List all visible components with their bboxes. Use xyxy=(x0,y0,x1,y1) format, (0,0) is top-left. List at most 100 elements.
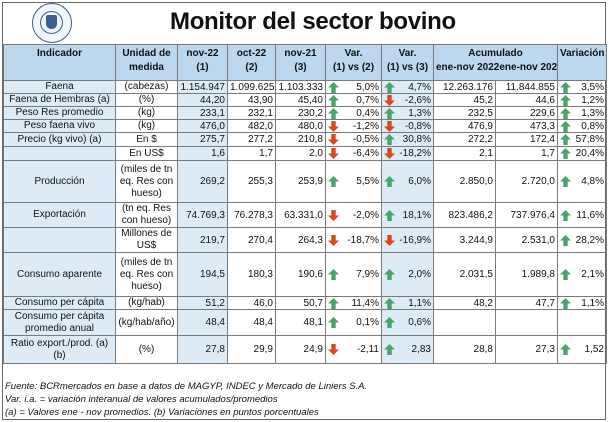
cell-oct22: 255,3 xyxy=(227,160,276,203)
cell-nov22: 74.769,3 xyxy=(177,202,228,228)
cell-variacion-ia xyxy=(557,309,607,336)
variation-value: 1,52 xyxy=(584,344,604,355)
cell-nov21: 48,1 xyxy=(275,309,326,336)
header-oct22: oct-22 (2) xyxy=(227,44,276,81)
table-row: Faena de Hembras (a) (%) 44,20 43,90 45,40 0,… xyxy=(3,93,607,107)
header-unidad: Unidad de medida xyxy=(115,44,178,81)
variation-value: 1,3% xyxy=(408,107,431,119)
variation-value: 2,83 xyxy=(411,344,431,355)
table-row: Exportación (tn eq. Res con hueso) 74.769,… xyxy=(3,202,607,228)
cell-var12: 0,1% xyxy=(325,309,382,336)
variation-value: 5,5% xyxy=(356,176,379,187)
cell-var12: 7,9% xyxy=(325,252,382,297)
variation-value: 3,5% xyxy=(581,81,604,93)
cell-nov22: 219,7 xyxy=(177,227,228,253)
cell-acum-2021: 1,7 xyxy=(495,146,558,161)
cell-var13: -18,2% xyxy=(381,146,434,161)
row-unit: (cabezas) xyxy=(115,80,178,94)
row-label: Consumo per cápita xyxy=(3,296,116,310)
variation-value: -2,0% xyxy=(352,209,379,221)
cell-nov21: 2,0 xyxy=(275,146,326,161)
cell-oct22: 277,2 xyxy=(227,132,276,147)
cell-variacion-ia: 0,8% xyxy=(557,119,607,133)
cell-var12: -2,11 xyxy=(325,335,382,364)
row-unit: (kg/hab) xyxy=(115,296,178,310)
cell-var12: 11,4% xyxy=(325,296,382,310)
table-row: Precio (kg vivo) (a) En $275,7 277,2 210,8 -… xyxy=(3,132,607,147)
cell-nov21: 1.103.333 xyxy=(275,80,326,94)
cell-var12: -2,0% xyxy=(325,202,382,228)
cell-acum-2021: 44,6 xyxy=(495,93,558,107)
table-row: Peso faena vivo (kg) 476,0 482,0 480,0 -1,2% -… xyxy=(3,119,607,133)
header-nov21: nov-21 (3) xyxy=(275,44,326,81)
cell-variacion-ia: 1,2% xyxy=(557,93,607,107)
cell-variacion-ia: 1,3% xyxy=(557,106,607,120)
footer-note-var: Var. i.a. = variación interanual de valo… xyxy=(5,394,278,405)
data-table: Indicador Unidad de medida nov-22 (1) oct… xyxy=(3,44,607,364)
row-label: Consumo aparente xyxy=(3,252,116,297)
row-unit: (miles de tn eq. Res con hueso) xyxy=(115,160,178,203)
cell-acum-2022 xyxy=(433,309,496,336)
cell-var13: 2,0% xyxy=(381,252,434,297)
cell-var12: 0,7% xyxy=(325,93,382,107)
row-label: Producción xyxy=(3,160,116,203)
cell-acum-2021: 2.720,0 xyxy=(495,160,558,203)
variation-value: -1,2% xyxy=(352,120,379,132)
cell-acum-2021: 229,6 xyxy=(495,106,558,120)
page-title: Monitor del sector bovino xyxy=(170,8,456,35)
cell-var13: -2,6% xyxy=(381,93,434,107)
variation-value: 0,4% xyxy=(356,107,379,119)
cell-nov21: 480,0 xyxy=(275,119,326,133)
row-unit: (kg) xyxy=(115,106,178,120)
cell-acum-2022: 476,9 xyxy=(433,119,496,133)
row-label: Ratio export./prod. (a)(b) xyxy=(3,335,116,364)
cell-var13: 4,7% xyxy=(381,80,434,94)
variation-value: 6,0% xyxy=(408,176,431,187)
cell-oct22: 270,4 xyxy=(227,227,276,253)
cell-nov22: 269,2 xyxy=(177,160,228,203)
variation-value: 0,7% xyxy=(356,94,379,106)
cell-nov21: 63.331,0 xyxy=(275,202,326,228)
cell-oct22: 180,3 xyxy=(227,252,276,297)
header-variacion: Variación i.a. xyxy=(557,44,607,81)
cell-acum-2022: 823.486,2 xyxy=(433,202,496,228)
cell-var13: 0,6% xyxy=(381,309,434,336)
header-var12: Var. (1) vs (2) xyxy=(325,44,382,81)
cell-nov21: 24,9 xyxy=(275,335,326,364)
footer-notes: Fuente: BCRmercados en base a datos de M… xyxy=(5,380,367,419)
cell-acum-2021: 473,3 xyxy=(495,119,558,133)
row-unit: En US$ xyxy=(115,146,178,161)
cell-acum-2021: 27,3 xyxy=(495,335,558,364)
cell-oct22: 43,90 xyxy=(227,93,276,107)
variation-value: -18,7% xyxy=(347,234,379,246)
row-label xyxy=(3,227,116,253)
variation-value: 20,4% xyxy=(575,148,604,159)
cell-oct22: 482,0 xyxy=(227,119,276,133)
cell-oct22: 76.278,3 xyxy=(227,202,276,228)
cell-variacion-ia: 57,8% xyxy=(557,132,607,147)
cell-nov22: 194,5 xyxy=(177,252,228,297)
logo-icon xyxy=(32,3,72,43)
variation-value: 0,6% xyxy=(408,317,431,328)
table-row: Producción (miles de tn eq. Res con hueso… xyxy=(3,160,607,203)
cell-variacion-ia: 3,5% xyxy=(557,80,607,94)
variation-value: 11,4% xyxy=(351,297,379,309)
cell-oct22: 29,9 xyxy=(227,335,276,364)
cell-variacion-ia: 20,4% xyxy=(557,146,607,161)
cell-nov22: 48,4 xyxy=(177,309,228,336)
variation-value: 2,0% xyxy=(408,269,431,280)
cell-acum-2021: 47,7 xyxy=(495,296,558,310)
cell-var13: 1,3% xyxy=(381,106,434,120)
variation-value: -0,5% xyxy=(352,134,379,145)
cell-nov21: 230,2 xyxy=(275,106,326,120)
cell-var13: 6,0% xyxy=(381,160,434,203)
variation-value: 1,1% xyxy=(581,297,604,309)
table-row: En US$ 1,6 1,7 2,0 -6,4% -18,2% 2,1 1,7 20,4% xyxy=(3,146,607,161)
table-row: Peso Res promedio (kg) 233,1 232,1 230,2 0,4%… xyxy=(3,106,607,120)
row-unit: (miles de tn eq. Res con hueso) xyxy=(115,252,178,297)
row-unit: En $ xyxy=(115,132,178,147)
variation-value: -0,8% xyxy=(404,120,431,132)
cell-var13: -0,8% xyxy=(381,119,434,133)
variation-value: 1,3% xyxy=(581,107,604,119)
variation-value: 11,6% xyxy=(576,209,604,221)
